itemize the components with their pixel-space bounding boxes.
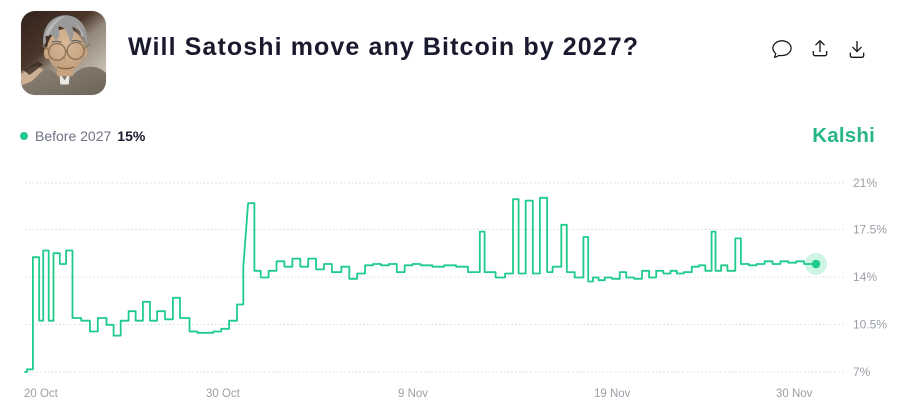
svg-text:9 Nov: 9 Nov [398, 388, 428, 400]
svg-text:20 Oct: 20 Oct [24, 388, 59, 400]
svg-text:14%: 14% [853, 270, 877, 284]
svg-text:10.5%: 10.5% [853, 318, 887, 332]
svg-text:19 Nov: 19 Nov [594, 388, 631, 400]
svg-text:21%: 21% [853, 176, 877, 190]
svg-text:7%: 7% [853, 365, 871, 379]
svg-text:17.5%: 17.5% [853, 223, 887, 237]
svg-text:30 Nov: 30 Nov [776, 388, 813, 400]
svg-text:30 Oct: 30 Oct [206, 388, 241, 400]
